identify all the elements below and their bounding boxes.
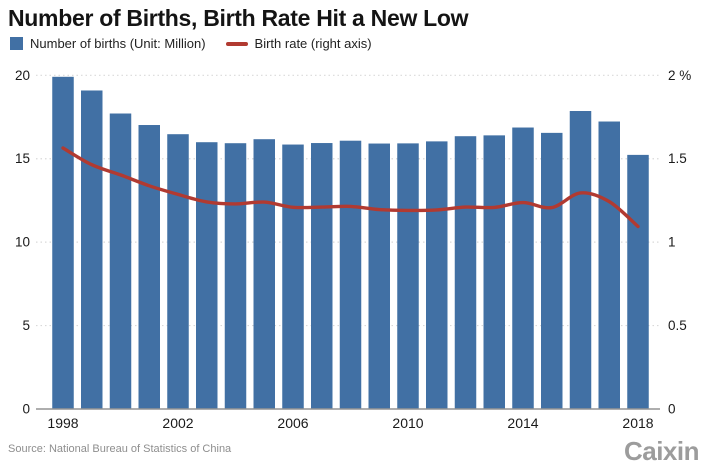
bar-2007 (311, 143, 333, 409)
page-title: Number of Births, Birth Rate Hit a New L… (8, 5, 469, 31)
legend: Number of births (Unit: Million) Birth r… (10, 36, 372, 51)
y-axis-label-right: 2 % (668, 68, 691, 83)
bar-2015 (541, 132, 563, 409)
y-axis-label-right: 0.5 (668, 318, 687, 333)
bar-2004 (224, 143, 247, 409)
y-axis-label-left: 20 (15, 68, 30, 83)
bar-2003 (196, 142, 218, 409)
y-axis-label-left: 5 (22, 318, 30, 333)
bar-1998 (52, 76, 74, 410)
x-axis-label: 2018 (622, 415, 653, 431)
legend-item-birth-rate: Birth rate (right axis) (225, 36, 372, 51)
x-axis-label: 1998 (47, 415, 78, 431)
bar-2016 (569, 111, 592, 410)
bar-2001 (138, 125, 160, 409)
x-axis-label: 2002 (162, 415, 193, 431)
x-axis-label: 2010 (392, 415, 423, 431)
bar-2008 (339, 140, 362, 409)
bar-2013 (483, 135, 505, 409)
births-swatch-icon (10, 37, 23, 50)
y-axis-label-right: 1 (668, 235, 676, 250)
bar-2002 (167, 134, 189, 409)
x-axis-label: 2014 (507, 415, 538, 431)
bar-2012 (454, 136, 477, 409)
bar-1999 (81, 90, 103, 410)
bar-2005 (253, 139, 275, 409)
bar-2000 (109, 113, 132, 409)
bar-2009 (368, 143, 390, 409)
caixin-logo: Caixin (623, 436, 700, 466)
legend-births-label: Number of births (Unit: Million) (30, 36, 206, 51)
bar-2011 (426, 141, 448, 409)
bar-2006 (282, 144, 304, 409)
x-axis-label: 2006 (277, 415, 308, 431)
y-axis-label-left: 0 (22, 402, 30, 417)
legend-birth-rate-label: Birth rate (right axis) (254, 36, 372, 51)
birth-rate-line (61, 146, 640, 229)
bar-2014 (512, 127, 534, 409)
legend-item-births: Number of births (Unit: Million) (10, 36, 206, 51)
bar-2018 (627, 154, 649, 409)
y-axis-label-left: 15 (15, 151, 30, 166)
y-axis-label-right: 0 (668, 402, 676, 417)
source-text: Source: National Bureau of Statistics of… (8, 443, 232, 455)
birth-rate-line-icon (225, 41, 248, 46)
bar-2010 (397, 143, 419, 409)
y-axis-label-right: 1.5 (668, 151, 687, 166)
bar-2017 (598, 121, 620, 409)
y-axis-label-left: 10 (15, 235, 30, 250)
